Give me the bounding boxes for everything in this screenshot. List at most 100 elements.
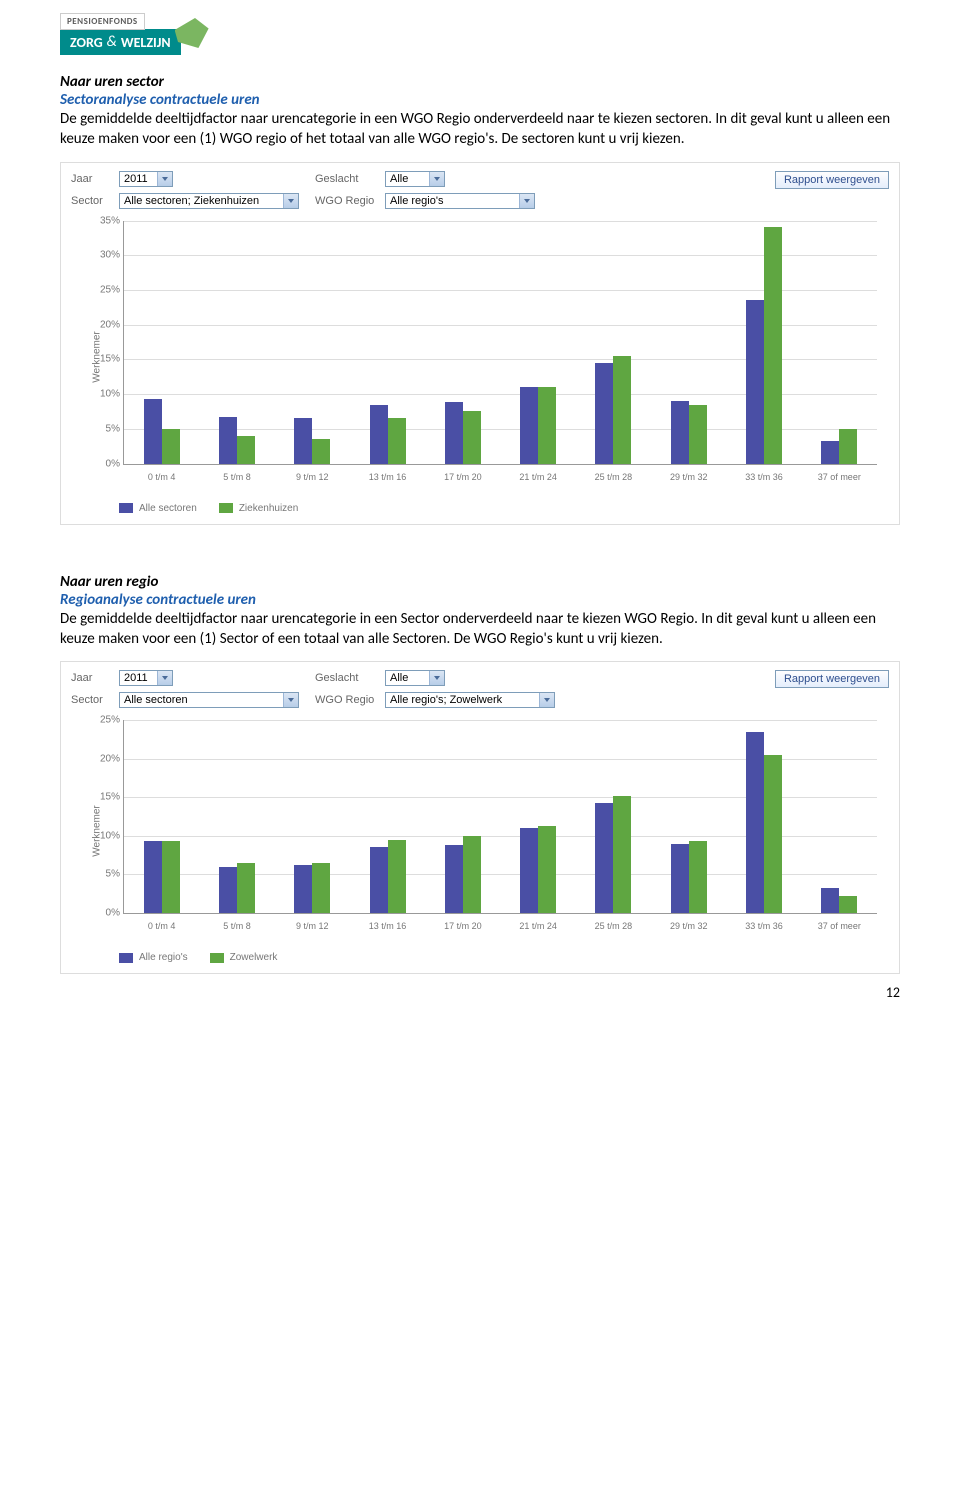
chart-2: Werknemer 0%5%10%15%20%25%0 t/m 45 t/m 8… (75, 716, 885, 946)
y-tick: 10% (90, 389, 120, 400)
jaar-label: Jaar (71, 672, 113, 684)
bar-group: 13 t/m 16 (350, 221, 425, 464)
section2-heading: Naar uren regio (60, 573, 900, 591)
chevron-down-icon (429, 671, 444, 685)
jaar-value: 2011 (124, 173, 148, 185)
logo-amp: & (107, 33, 117, 51)
geslacht-value: Alle (390, 672, 408, 684)
x-label: 9 t/m 12 (275, 472, 350, 482)
y-tick: 0% (90, 908, 120, 919)
bar-group: 25 t/m 28 (576, 720, 651, 913)
y-tick: 35% (90, 215, 120, 226)
x-label: 17 t/m 20 (425, 921, 500, 931)
sector-value: Alle sectoren (124, 694, 188, 706)
wgo-dropdown[interactable]: Alle regio's; Zowelwerk (385, 692, 555, 708)
bar (839, 896, 857, 913)
report-button[interactable]: Rapport weergeven (775, 171, 889, 189)
geslacht-value: Alle (390, 173, 408, 185)
bar-group: 9 t/m 12 (275, 720, 350, 913)
bar-group: 0 t/m 4 (124, 720, 199, 913)
logo: PENSIOENFONDS ZORG & WELZIJN (60, 10, 960, 55)
x-label: 0 t/m 4 (124, 921, 199, 931)
bar (312, 863, 330, 913)
bar-group: 0 t/m 4 (124, 221, 199, 464)
y-tick: 20% (90, 753, 120, 764)
bar-group: 33 t/m 36 (726, 221, 801, 464)
sector-dropdown[interactable]: Alle sectoren (119, 692, 299, 708)
geslacht-dropdown[interactable]: Alle (385, 171, 445, 187)
legend-label: Zowelwerk (230, 952, 278, 963)
bar-group: 29 t/m 32 (651, 221, 726, 464)
sector-value: Alle sectoren; Ziekenhuizen (124, 195, 259, 207)
y-tick: 10% (90, 830, 120, 841)
geslacht-label: Geslacht (315, 173, 379, 185)
x-label: 21 t/m 24 (500, 921, 575, 931)
geslacht-dropdown[interactable]: Alle (385, 670, 445, 686)
bar (294, 418, 312, 463)
chevron-down-icon (283, 194, 298, 208)
bar (162, 429, 180, 464)
bar (445, 845, 463, 913)
bar (219, 867, 237, 913)
bar (312, 439, 330, 463)
x-label: 37 of meer (802, 472, 877, 482)
x-label: 5 t/m 8 (199, 921, 274, 931)
x-label: 33 t/m 36 (726, 921, 801, 931)
chevron-down-icon (157, 172, 172, 186)
legend-swatch (119, 953, 133, 963)
bar-group: 5 t/m 8 (199, 720, 274, 913)
bar (746, 732, 764, 913)
bar (538, 826, 556, 913)
jaar-label: Jaar (71, 173, 113, 185)
bar-group: 33 t/m 36 (726, 720, 801, 913)
bar-group: 13 t/m 16 (350, 720, 425, 913)
bar (821, 441, 839, 463)
chevron-down-icon (519, 194, 534, 208)
x-label: 5 t/m 8 (199, 472, 274, 482)
bar (237, 863, 255, 913)
logo-welzijn: WELZIJN (121, 34, 171, 51)
bar (162, 841, 180, 913)
bar (595, 363, 613, 464)
bar (144, 399, 162, 464)
chart2-legend: Alle regio'sZowelwerk (119, 952, 889, 963)
wgo-dropdown[interactable]: Alle regio's (385, 193, 535, 209)
logo-zorg: ZORG (70, 34, 103, 51)
x-label: 0 t/m 4 (124, 472, 199, 482)
x-label: 25 t/m 28 (576, 921, 651, 931)
jaar-dropdown[interactable]: 2011 (119, 171, 173, 187)
bar (671, 844, 689, 913)
bar (746, 300, 764, 463)
x-label: 33 t/m 36 (726, 472, 801, 482)
bar (613, 356, 631, 464)
x-label: 13 t/m 16 (350, 472, 425, 482)
wgo-label: WGO Regio (315, 694, 379, 706)
x-label: 25 t/m 28 (576, 472, 651, 482)
bar-group: 25 t/m 28 (576, 221, 651, 464)
bar (595, 803, 613, 913)
report-button[interactable]: Rapport weergeven (775, 670, 889, 688)
sector-label: Sector (71, 195, 113, 207)
logo-main: ZORG & WELZIJN (60, 29, 181, 55)
y-tick: 20% (90, 319, 120, 330)
bar (388, 840, 406, 913)
chart1-plot: 0%5%10%15%20%25%30%35%0 t/m 45 t/m 89 t/… (123, 221, 877, 465)
sector-dropdown[interactable]: Alle sectoren; Ziekenhuizen (119, 193, 299, 209)
geslacht-label: Geslacht (315, 672, 379, 684)
bar (821, 888, 839, 913)
bar (219, 417, 237, 464)
y-tick: 30% (90, 250, 120, 261)
section2-subheading: Regioanalyse contractuele uren (60, 591, 900, 609)
bar-group: 29 t/m 32 (651, 720, 726, 913)
chart-1: Werknemer 0%5%10%15%20%25%30%35%0 t/m 45… (75, 217, 885, 497)
bar-group: 17 t/m 20 (425, 720, 500, 913)
bar (445, 402, 463, 463)
section1-subheading: Sectoranalyse contractuele uren (60, 91, 900, 109)
x-label: 29 t/m 32 (651, 472, 726, 482)
jaar-dropdown[interactable]: 2011 (119, 670, 173, 686)
y-tick: 25% (90, 284, 120, 295)
legend-label: Ziekenhuizen (239, 503, 298, 514)
bar-group: 17 t/m 20 (425, 221, 500, 464)
bar (463, 411, 481, 463)
chevron-down-icon (429, 172, 444, 186)
